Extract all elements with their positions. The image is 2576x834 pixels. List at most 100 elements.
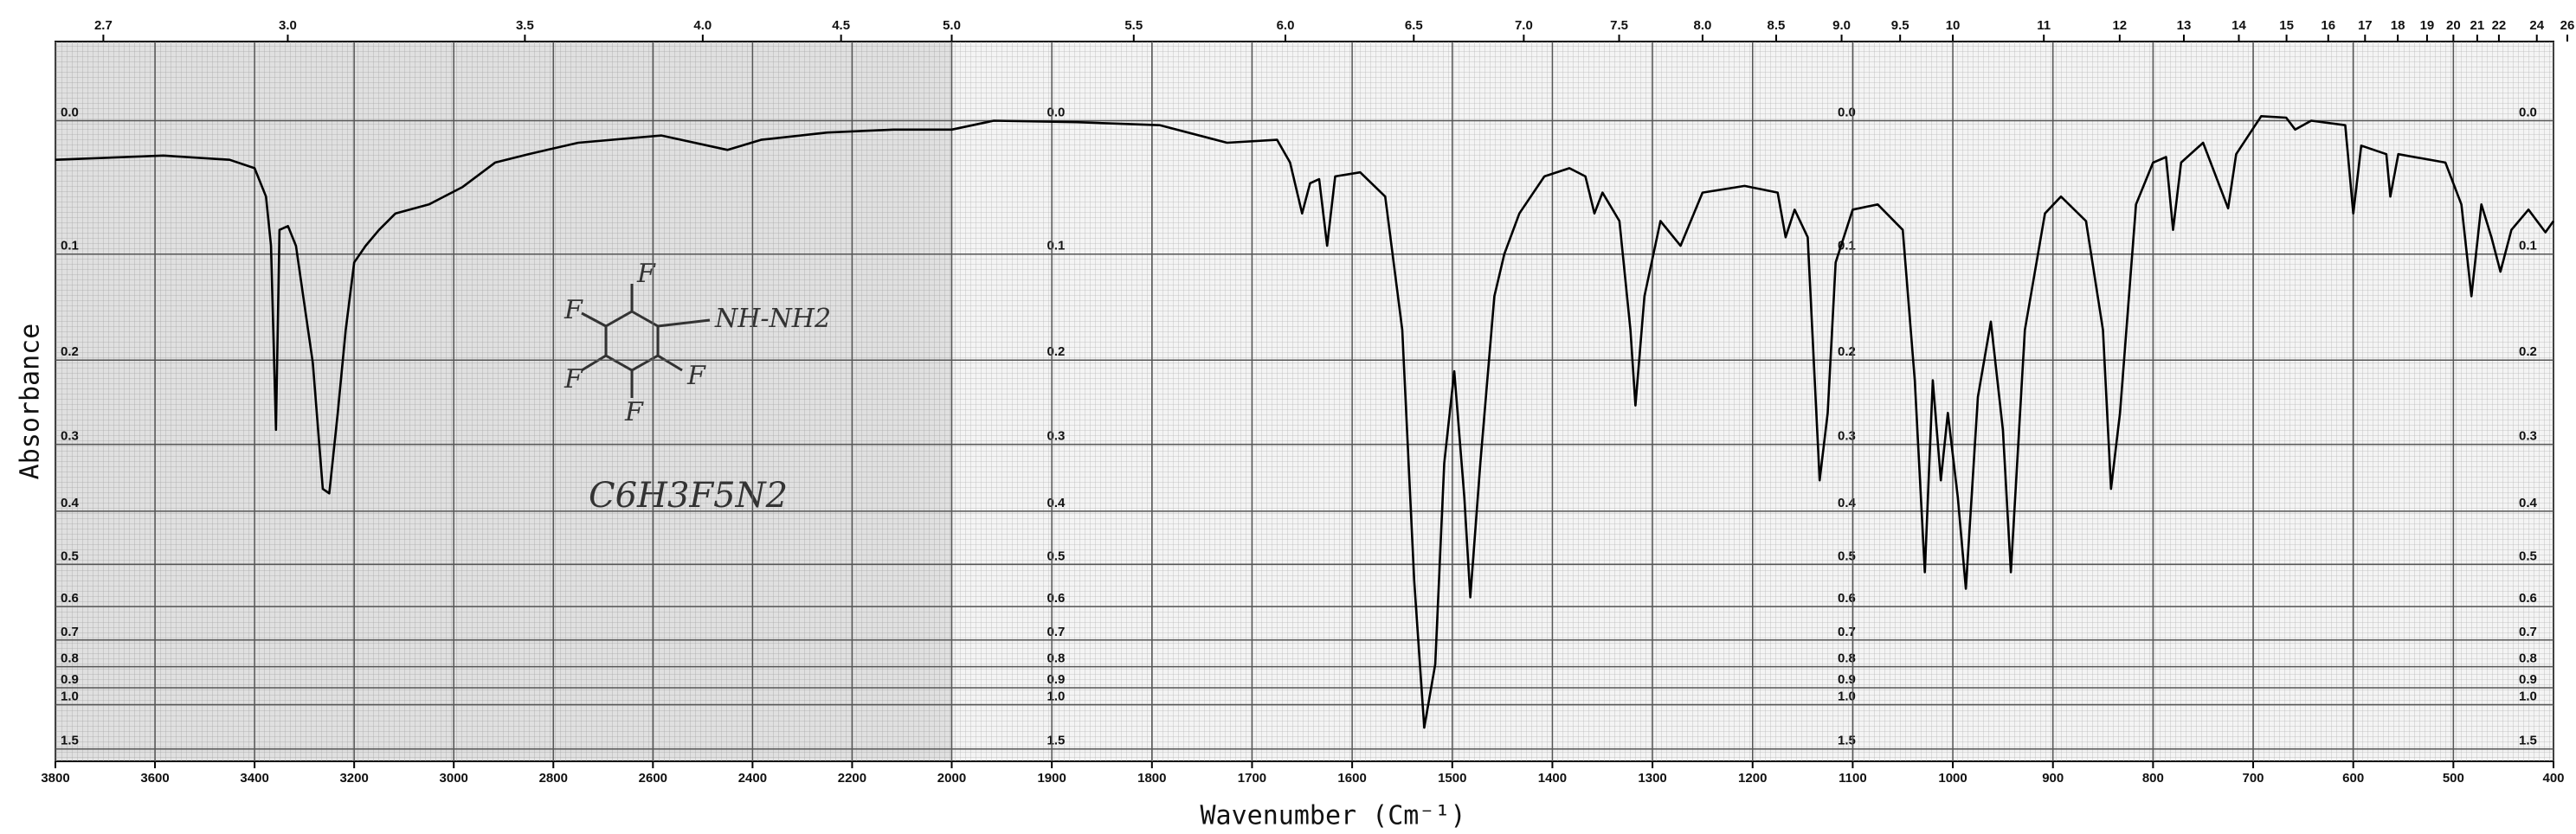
x-tick-label: 3400: [240, 771, 268, 786]
x2-tick-label: 16: [2321, 18, 2335, 33]
substituent: F: [636, 259, 656, 289]
x2-tick-label: 20: [2446, 18, 2461, 33]
x-tick-label: 500: [2443, 771, 2464, 786]
x2-tick-label: 6.5: [1405, 18, 1423, 33]
x-tick-label: 2000: [937, 771, 966, 786]
x2-tick-label: 3.5: [516, 18, 534, 33]
y-tick-label: 0.9: [61, 672, 79, 687]
x2-tick-label: 13: [2177, 18, 2192, 33]
y-tick-label: 0.4: [1046, 496, 1066, 510]
x-tick-label: 2800: [539, 771, 568, 786]
graph-paper: [55, 42, 2553, 761]
x-tick-label: 1700: [1238, 771, 1266, 786]
x-tick-label: 900: [2042, 771, 2064, 786]
y-tick-label: 0.9: [1838, 672, 1856, 687]
y-tick-label: 0.8: [1838, 651, 1856, 666]
y-tick-label: 0.2: [61, 344, 79, 359]
x2-tick-label: 8.5: [1768, 18, 1786, 33]
y-tick-label: 0.3: [1046, 429, 1065, 444]
y-tick-label: 1.0: [2519, 689, 2537, 703]
y-tick-label: 0.2: [1046, 344, 1065, 359]
y-tick-label: 0.4: [1838, 496, 1857, 510]
x2-tick-label: 9.5: [1891, 18, 1909, 33]
x-tick-label: 1600: [1337, 771, 1366, 786]
y-tick-label: 0.8: [1046, 651, 1065, 666]
x-tick-label: 1100: [1839, 771, 1867, 786]
x-tick-label: 1500: [1438, 771, 1466, 786]
hydrazine-group: NH-NH2: [714, 304, 831, 334]
paper-shade: [55, 42, 952, 761]
y-tick-label: 1.0: [61, 689, 79, 703]
x2-tick-label: 26: [2560, 18, 2575, 33]
y-axis-title: Absorbance: [16, 324, 46, 480]
y-tick-label: 1.0: [1838, 689, 1856, 703]
substituent: F: [624, 397, 644, 427]
y-tick-label: 0.5: [61, 549, 79, 563]
x-tick-label: 1200: [1738, 771, 1767, 786]
y-tick-label: 0.3: [1838, 429, 1856, 444]
substituent: F: [686, 361, 706, 391]
y-tick-label: 0.3: [2519, 429, 2537, 444]
y-tick-label: 0.6: [1838, 591, 1856, 606]
y-tick-label: 0.8: [2519, 651, 2537, 666]
y-tick-label: 0.9: [2519, 672, 2537, 687]
x2-tick-label: 15: [2279, 18, 2294, 33]
y-tick-label: 0.4: [61, 496, 80, 510]
x2-tick-label: 9.0: [1832, 18, 1851, 33]
x-tick-label: 1800: [1137, 771, 1166, 786]
x-axis-title: Wavenumber (Cm⁻¹): [1200, 801, 1465, 831]
x-tick-label: 800: [2142, 771, 2164, 786]
x2-tick-label: 6.0: [1277, 18, 1295, 33]
bond: [581, 354, 607, 372]
x2-tick-label: 12: [2112, 18, 2127, 33]
y-tick-label: 1.0: [1046, 689, 1065, 703]
y-tick-label: 0.5: [1838, 549, 1856, 563]
y-tick-label: 1.5: [1046, 734, 1065, 748]
y-tick-label: 0.2: [1838, 344, 1856, 359]
x2-tick-label: 4.0: [693, 18, 712, 33]
x2-tick-label: 18: [2391, 18, 2405, 33]
x2-tick-label: 4.5: [832, 18, 850, 33]
x2-tick-label: 17: [2358, 18, 2373, 33]
x2-tick-label: 10: [1946, 18, 1961, 33]
bond: [581, 311, 607, 328]
x-tick-label: 3200: [339, 771, 368, 786]
y-tick-label: 1.5: [1838, 734, 1856, 748]
y-tick-label: 0.0: [1838, 105, 1856, 119]
y-tick-label: 0.7: [2519, 625, 2537, 639]
y-tick-label: 0.4: [2519, 496, 2538, 510]
x2-tick-label: 8.0: [1693, 18, 1711, 33]
y-tick-label: 0.6: [61, 591, 79, 606]
x-tick-label: 3000: [440, 771, 468, 786]
y-tick-label: 1.5: [61, 734, 79, 748]
x-tick-label: 1400: [1538, 771, 1567, 786]
x-tick-label: 2400: [738, 771, 767, 786]
y-tick-label: 0.5: [2519, 549, 2537, 563]
x-tick-label: 1300: [1638, 771, 1666, 786]
x-tick-label: 1000: [1938, 771, 1967, 786]
x2-tick-label: 14: [2231, 18, 2246, 33]
y-tick-label: 0.1: [2519, 239, 2537, 253]
x2-tick-label: 7.0: [1515, 18, 1533, 33]
y-tick-label: 0.2: [2519, 344, 2537, 359]
x2-tick-label: 3.0: [279, 18, 297, 33]
x2-tick-label: 2.7: [94, 18, 113, 33]
x-tick-label: 2600: [639, 771, 667, 786]
x2-tick-label: 5.5: [1124, 18, 1143, 33]
x2-tick-label: 5.0: [943, 18, 961, 33]
y-tick-label: 0.0: [1046, 105, 1065, 119]
bond: [657, 318, 711, 328]
x-tick-label: 600: [2342, 771, 2364, 786]
x2-tick-label: 22: [2492, 18, 2507, 33]
y-tick-label: 0.7: [1838, 625, 1856, 639]
structure: F F F F F NH-NH2 C6H3F5N2: [564, 259, 831, 516]
y-tick-label: 0.8: [61, 651, 79, 666]
x-tick-label: 3600: [140, 771, 169, 786]
x2-tick-label: 11: [2037, 18, 2051, 33]
y-tick-label: 0.1: [61, 239, 79, 253]
x-tick-label: 1900: [1037, 771, 1066, 786]
y-tick-label: 1.5: [2519, 734, 2537, 748]
y-tick-label: 0.0: [61, 105, 79, 119]
